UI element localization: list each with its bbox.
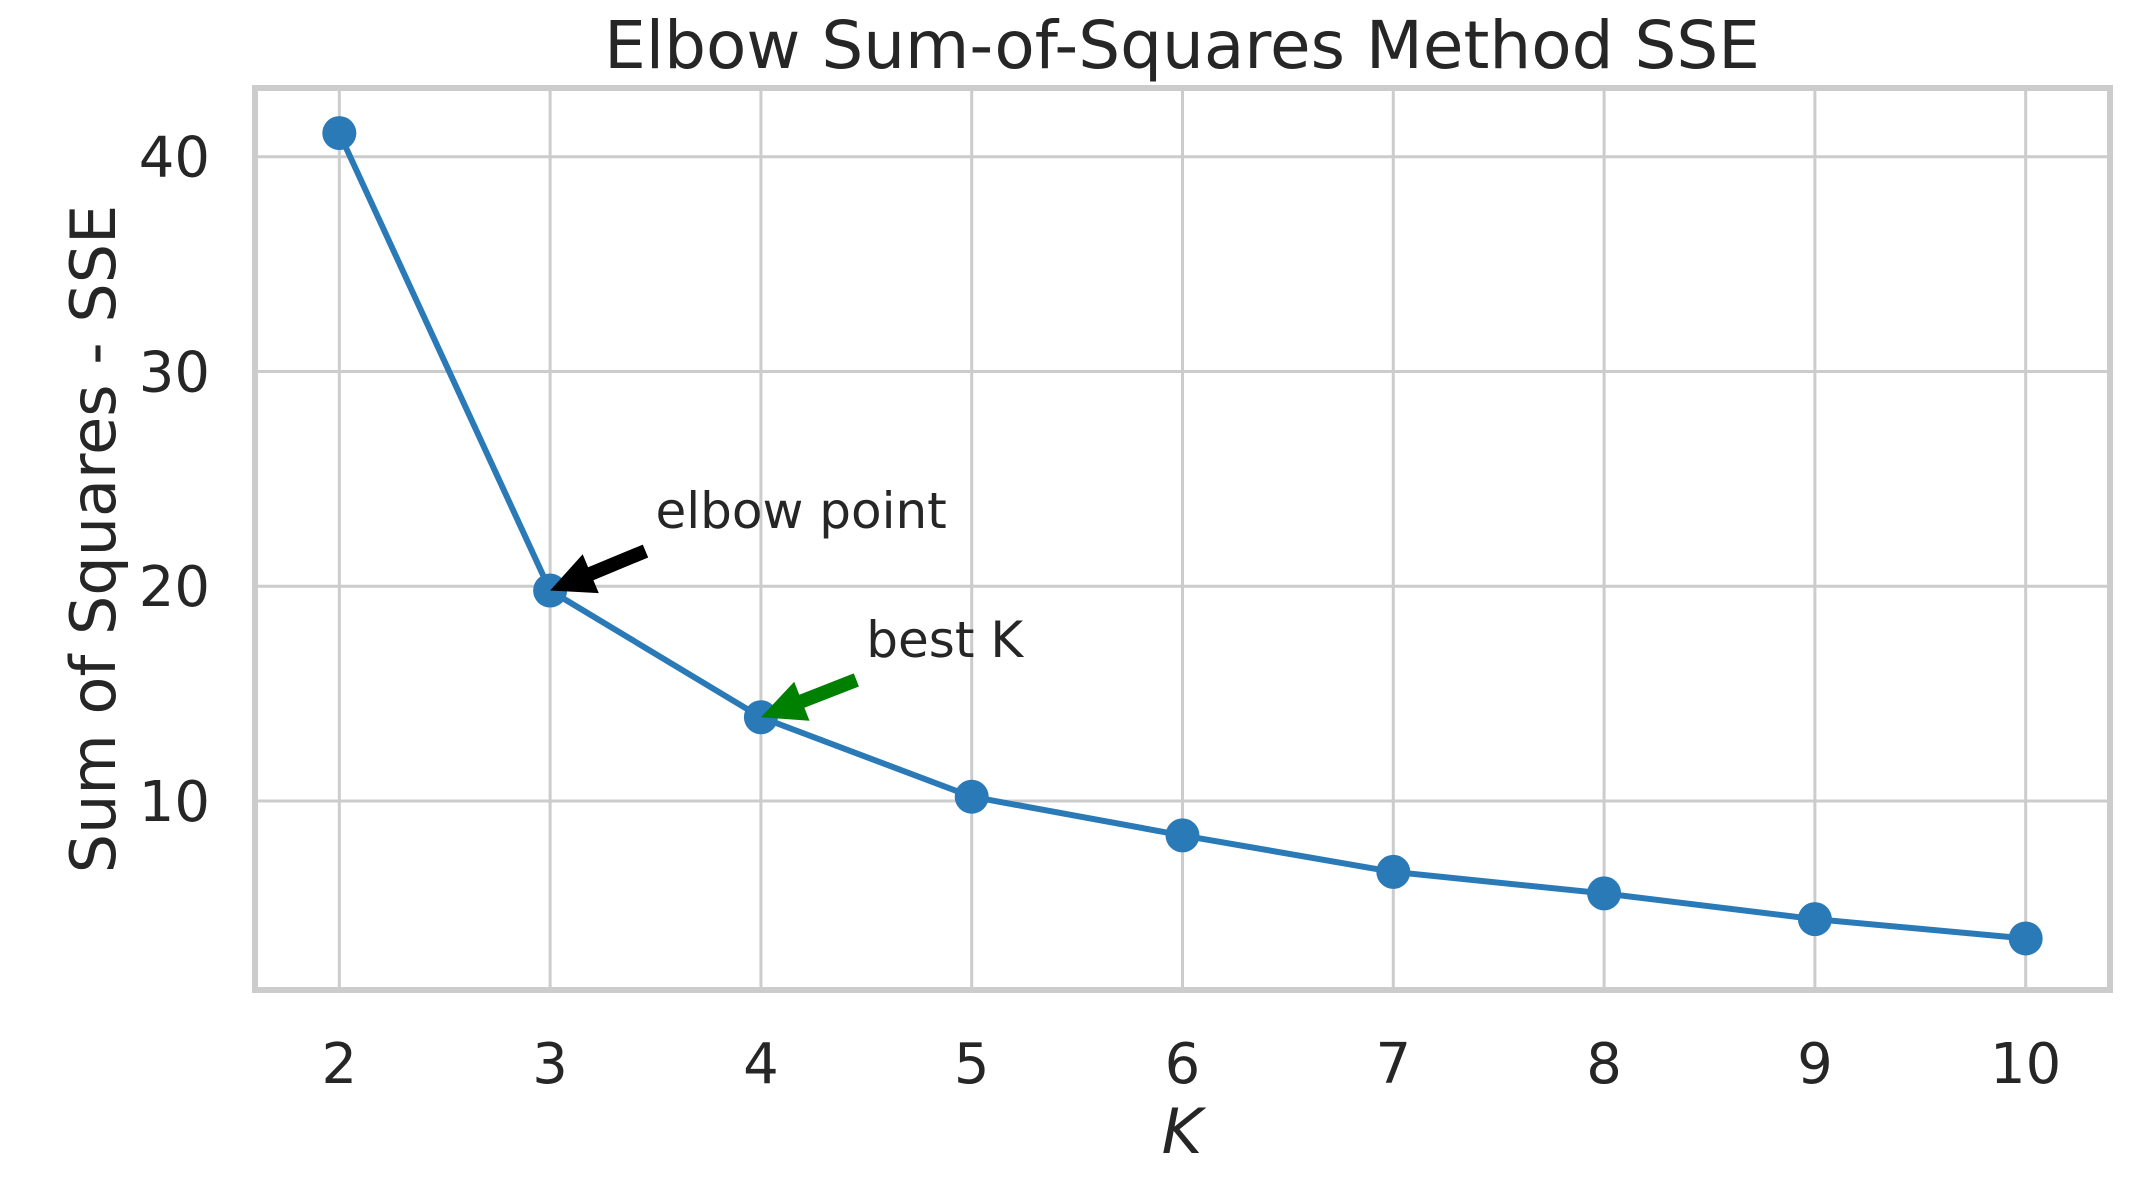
data-point <box>1376 854 1411 889</box>
annotation-label: elbow point <box>656 482 947 540</box>
plot-frame <box>252 85 2113 993</box>
data-point <box>1587 876 1622 911</box>
x-tick-label: 5 <box>954 1032 990 1097</box>
y-tick-label: 20 <box>139 555 210 620</box>
series <box>322 116 2043 956</box>
x-tick-label: 4 <box>743 1032 779 1097</box>
x-tick-labels: 2 3 4 5 6 7 8 9 10 <box>321 1032 2061 1097</box>
x-tick-label: 7 <box>1375 1032 1411 1097</box>
x-tick-label: 10 <box>1990 1032 2061 1097</box>
data-point <box>322 116 357 151</box>
data-point <box>1797 902 1832 937</box>
y-tick-labels: 10 20 30 40 <box>139 126 210 835</box>
y-tick-label: 40 <box>139 126 210 191</box>
y-axis-label: Sum of Squares - SSE <box>57 205 130 873</box>
annotation-arrow <box>550 544 649 594</box>
x-tick-label: 3 <box>532 1032 568 1097</box>
y-tick-label: 30 <box>139 340 210 405</box>
annotation-arrow <box>760 673 859 721</box>
x-axis-label: K <box>1162 1095 1207 1168</box>
y-tick-label: 10 <box>139 770 210 835</box>
x-tick-label: 2 <box>321 1032 357 1097</box>
chart-title: Elbow Sum-of-Squares Method SSE <box>604 7 1760 84</box>
data-point <box>1165 818 1200 853</box>
data-point <box>954 779 989 814</box>
x-tick-label: 9 <box>1797 1032 1833 1097</box>
data-point <box>2008 921 2043 956</box>
x-tick-label: 8 <box>1586 1032 1622 1097</box>
annotations: elbow point best K <box>550 482 1024 721</box>
x-tick-label: 6 <box>1165 1032 1201 1097</box>
annotation-label: best K <box>866 611 1024 669</box>
